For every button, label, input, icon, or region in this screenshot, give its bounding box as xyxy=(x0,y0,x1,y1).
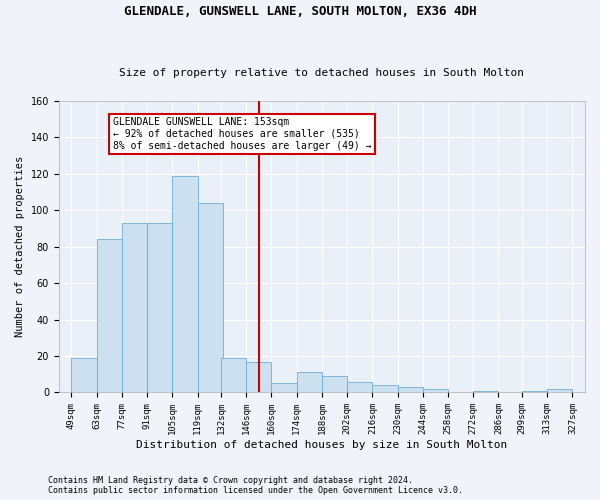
Bar xyxy=(347,382,373,392)
Text: GLENDALE GUNSWELL LANE: 153sqm
← 92% of detached houses are smaller (535)
8% of : GLENDALE GUNSWELL LANE: 153sqm ← 92% of … xyxy=(113,118,371,150)
Bar xyxy=(122,223,147,392)
Bar xyxy=(71,358,97,392)
Bar xyxy=(423,389,448,392)
Bar xyxy=(373,385,398,392)
Y-axis label: Number of detached properties: Number of detached properties xyxy=(15,156,25,338)
Bar xyxy=(97,240,122,392)
Bar xyxy=(271,384,296,392)
Bar xyxy=(172,176,197,392)
Bar xyxy=(473,390,499,392)
Bar xyxy=(296,372,322,392)
Text: GLENDALE, GUNSWELL LANE, SOUTH MOLTON, EX36 4DH: GLENDALE, GUNSWELL LANE, SOUTH MOLTON, E… xyxy=(124,5,476,18)
Bar xyxy=(246,362,271,392)
Bar xyxy=(147,223,172,392)
Bar xyxy=(547,389,572,392)
Bar xyxy=(197,203,223,392)
Title: Size of property relative to detached houses in South Molton: Size of property relative to detached ho… xyxy=(119,68,524,78)
Bar xyxy=(398,387,423,392)
X-axis label: Distribution of detached houses by size in South Molton: Distribution of detached houses by size … xyxy=(136,440,508,450)
Bar xyxy=(322,376,347,392)
Bar xyxy=(221,358,246,392)
Bar xyxy=(522,390,547,392)
Text: Contains HM Land Registry data © Crown copyright and database right 2024.
Contai: Contains HM Land Registry data © Crown c… xyxy=(48,476,463,495)
